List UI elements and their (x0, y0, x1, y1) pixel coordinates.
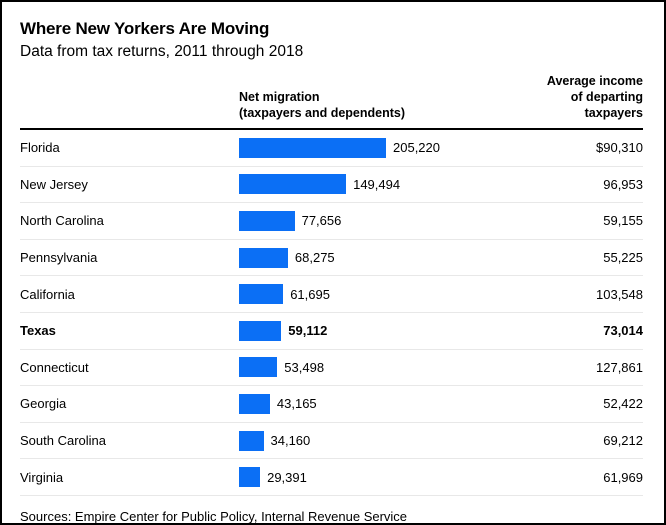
state-label: Georgia (20, 396, 67, 412)
table-row: Florida 205,220 $90,310 (20, 130, 643, 167)
bar-cell: 59,112 (239, 320, 523, 341)
migration-bar (239, 247, 288, 268)
bar-cell: 149,494 (239, 174, 523, 195)
income-value: 69,212 (603, 433, 643, 449)
bar-cell: 61,695 (239, 284, 523, 305)
state-label: South Carolina (20, 433, 106, 449)
income-value: $90,310 (596, 140, 643, 156)
income-value: 55,225 (603, 250, 643, 266)
table-row: Pennsylvania 68,275 55,225 (20, 240, 643, 277)
state-label: Virginia (20, 469, 64, 485)
migration-value: 34,160 (270, 433, 311, 449)
table-row: Connecticut 53,498 127,861 (20, 350, 643, 387)
migration-bar (239, 467, 261, 488)
migration-value: 43,165 (276, 396, 317, 412)
state-label: California (20, 286, 75, 302)
state-label: North Carolina (20, 213, 104, 229)
income-value: 52,422 (603, 396, 643, 412)
migration-bar (239, 284, 284, 305)
income-value: 127,861 (596, 359, 643, 375)
state-label: Pennsylvania (20, 250, 98, 266)
income-value: 103,548 (596, 286, 643, 302)
bar-cell: 34,160 (239, 430, 523, 451)
migration-value: 205,220 (393, 140, 440, 156)
income-value: 61,969 (603, 469, 643, 485)
sources-note: Sources: Empire Center for Public Policy… (20, 508, 408, 524)
header-rule (20, 128, 643, 130)
table-row: Georgia 43,165 52,422 (20, 386, 643, 423)
state-label: Texas (20, 323, 56, 339)
migration-value: 61,695 (290, 286, 330, 302)
state-label: Florida (20, 140, 60, 156)
chart-subtitle: Data from tax returns, 2011 through 2018 (20, 43, 304, 60)
table-row: Virginia 29,391 61,969 (20, 459, 643, 496)
migration-value: 59,112 (288, 323, 328, 339)
table-row: New Jersey 149,494 96,953 (20, 167, 643, 204)
migration-bar (239, 430, 264, 451)
bar-cell: 53,498 (239, 357, 523, 378)
income-value: 73,014 (603, 323, 643, 339)
migration-value: 149,494 (353, 176, 401, 192)
migration-bar (239, 320, 282, 341)
column-header-average-income: Average income of departing taxpayers (546, 74, 643, 120)
chart-title: Where New Yorkers Are Moving (20, 19, 270, 38)
migration-bar (239, 393, 270, 414)
migration-value: 29,391 (267, 469, 307, 485)
bar-cell: 77,656 (239, 210, 523, 231)
migration-bar (239, 210, 295, 231)
income-value: 59,155 (603, 213, 643, 229)
migration-bar (239, 137, 386, 158)
bar-cell: 68,275 (239, 247, 523, 268)
table-row: Texas 59,112 73,014 (20, 313, 643, 350)
table-row: South Carolina 34,160 69,212 (20, 423, 643, 460)
migration-value: 77,656 (301, 213, 342, 229)
migration-value: 68,275 (294, 250, 335, 266)
bar-cell: 29,391 (239, 467, 523, 488)
column-header-net-migration: Net migration (taxpayers and dependents) (239, 90, 406, 120)
state-label: New Jersey (20, 176, 88, 192)
state-label: Connecticut (20, 359, 89, 375)
column-headers: Net migration (taxpayers and dependents)… (20, 73, 643, 121)
bar-rows: Florida 205,220 $90,310 New Jersey 149,4… (20, 130, 643, 496)
migration-value: 53,498 (284, 359, 325, 375)
bar-cell: 205,220 (239, 137, 523, 158)
bar-cell: 43,165 (239, 393, 523, 414)
table-row: North Carolina 77,656 59,155 (20, 203, 643, 240)
table-row: California 61,695 103,548 (20, 276, 643, 313)
income-value: 96,953 (603, 176, 643, 192)
migration-bar (239, 357, 278, 378)
migration-bar (239, 174, 347, 195)
